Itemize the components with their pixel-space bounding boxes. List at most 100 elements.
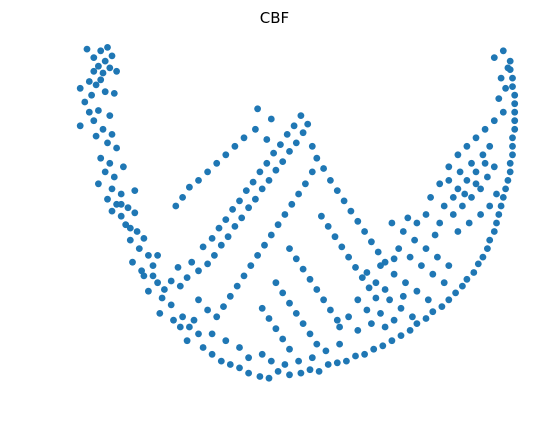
- scatter-point: [272, 279, 280, 287]
- scatter-point: [338, 243, 346, 251]
- scatter-point: [365, 284, 373, 292]
- scatter-point: [261, 241, 268, 249]
- scatter-point: [409, 313, 416, 321]
- scatter-point: [313, 286, 321, 293]
- scatter-point: [172, 202, 180, 210]
- scatter-point: [509, 74, 516, 82]
- scatter-point: [402, 279, 409, 287]
- scatter-point: [484, 173, 491, 181]
- scatter-point: [215, 224, 223, 232]
- scatter-point: [511, 100, 519, 108]
- scatter-point: [156, 310, 164, 317]
- scatter-point: [292, 139, 300, 147]
- scatter-point: [327, 177, 334, 184]
- chart-title: CBF: [259, 9, 290, 27]
- scatter-point: [295, 357, 302, 365]
- scatter-point: [406, 327, 414, 334]
- scatter-point: [361, 228, 368, 235]
- scatter-point: [265, 315, 273, 322]
- scatter-point: [138, 267, 146, 275]
- scatter-point: [213, 313, 221, 321]
- scatter-point: [222, 216, 230, 224]
- scatter-point: [199, 243, 207, 251]
- scatter-point: [186, 183, 193, 191]
- scatter-point: [120, 163, 127, 171]
- scatter-point: [472, 168, 480, 176]
- scatter-point: [252, 125, 259, 133]
- scatter-point: [390, 255, 398, 263]
- scatter-point: [445, 163, 453, 171]
- scatter-point: [170, 316, 177, 324]
- scatter-point: [347, 207, 355, 215]
- scatter-point: [258, 350, 266, 358]
- scatter-point: [279, 158, 287, 166]
- scatter-point: [509, 142, 516, 150]
- scatter-point: [76, 122, 84, 130]
- scatter-point: [95, 107, 102, 114]
- scatter-point: [509, 151, 516, 159]
- scatter-point: [92, 132, 100, 140]
- scatter-point: [236, 197, 243, 205]
- scatter-point: [295, 190, 302, 198]
- scatter-point: [117, 200, 125, 208]
- scatter-point: [477, 211, 484, 218]
- scatter-point: [204, 306, 212, 314]
- scatter-point: [274, 221, 282, 229]
- scatter-point: [424, 296, 432, 304]
- scatter-point: [497, 74, 505, 82]
- scatter-point: [504, 177, 512, 184]
- scatter-point: [110, 90, 118, 97]
- scatter-point: [499, 194, 507, 201]
- scatter-point: [484, 245, 491, 253]
- scatter-point: [436, 219, 444, 227]
- scatter-point: [422, 211, 430, 218]
- scatter-point: [208, 235, 216, 242]
- scatter-point: [83, 45, 91, 53]
- scatter-point: [390, 316, 398, 324]
- scatter-point: [211, 252, 218, 259]
- scatter-point: [110, 173, 118, 181]
- scatter-point: [274, 368, 282, 375]
- scatter-point: [104, 44, 111, 51]
- scatter-point: [158, 294, 166, 302]
- scatter-point: [390, 270, 398, 278]
- scatter-point: [413, 320, 421, 327]
- scatter-point: [297, 112, 305, 119]
- scatter-point: [336, 340, 343, 348]
- scatter-point: [481, 159, 489, 167]
- scatter-point: [101, 168, 109, 176]
- scatter-point: [479, 151, 487, 159]
- scatter-point: [113, 67, 120, 75]
- scatter-point: [272, 166, 280, 174]
- scatter-point: [149, 272, 157, 280]
- scatter-point: [204, 168, 212, 176]
- scatter-point: [286, 299, 293, 307]
- scatter-point: [256, 373, 264, 380]
- scatter-point: [449, 211, 457, 218]
- scatter-point: [479, 253, 487, 261]
- scatter-point: [333, 359, 341, 367]
- scatter-point: [490, 117, 498, 125]
- scatter-point: [493, 190, 500, 198]
- scatter-point: [354, 327, 362, 334]
- scatter-point: [306, 330, 314, 338]
- scatter-point: [345, 253, 352, 261]
- scatter-point: [258, 304, 266, 312]
- scatter-point: [233, 282, 241, 290]
- scatter-point: [90, 54, 98, 61]
- scatter-point: [88, 91, 95, 99]
- scatter-point: [331, 233, 339, 241]
- scatter-point: [220, 303, 227, 310]
- scatter-point: [149, 262, 157, 269]
- scatter-point: [179, 313, 187, 321]
- scatter-point: [195, 330, 202, 338]
- scatter-point: [472, 180, 480, 188]
- scatter-point: [306, 275, 314, 283]
- scatter-point: [381, 286, 389, 293]
- scatter-point: [399, 228, 407, 235]
- scatter-point: [333, 316, 341, 324]
- scatter-point: [104, 139, 111, 147]
- scatter-point: [463, 275, 471, 283]
- scatter-point: [195, 177, 202, 184]
